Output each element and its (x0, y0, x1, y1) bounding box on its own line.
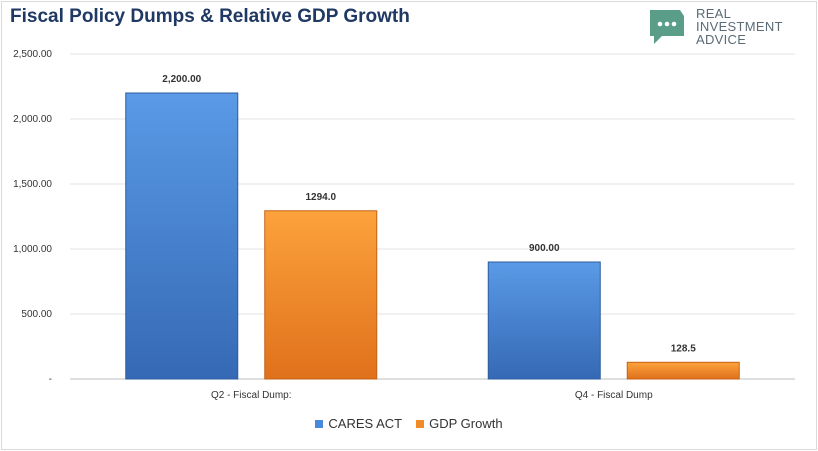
y-tick-label: 500.00 (21, 309, 52, 320)
legend-swatch (416, 419, 425, 428)
chart-title: Fiscal Policy Dumps & Relative GDP Growt… (10, 6, 410, 27)
data-label: 900.00 (529, 243, 560, 254)
logo-line: INVESTMENT (696, 19, 783, 34)
y-tick-label: 2,500.00 (13, 49, 52, 60)
logo-line: ADVICE (696, 32, 747, 47)
bar (626, 361, 740, 380)
data-label: 128.5 (671, 343, 696, 354)
y-tick-label: 1,500.00 (13, 179, 52, 190)
legend-label: GDP Growth (429, 416, 503, 431)
data-label: 2,200.00 (162, 74, 201, 85)
bar (264, 210, 378, 380)
x-tick-label: Q2 - Fiscal Dump: (211, 390, 292, 401)
legend-item-gdp-growth: GDP Growth (416, 416, 503, 431)
speech-bubble-dots-icon (650, 10, 684, 44)
y-tick-label: - (49, 374, 52, 385)
brand-logo: REAL INVESTMENT ADVICE (646, 6, 811, 50)
bar (125, 92, 239, 380)
legend: CARES ACT GDP Growth (0, 416, 818, 431)
legend-item-cares-act: CARES ACT (315, 416, 402, 431)
y-tick-label: 2,000.00 (13, 114, 52, 125)
legend-swatch (315, 419, 324, 428)
bar (487, 261, 601, 380)
data-label: 1294.0 (305, 192, 336, 203)
legend-label: CARES ACT (328, 416, 403, 431)
logo-line: REAL (696, 6, 732, 21)
logo-text: REAL INVESTMENT ADVICE (696, 7, 783, 46)
y-tick-label: 1,000.00 (13, 244, 52, 255)
x-tick-label: Q4 - Fiscal Dump (575, 390, 653, 401)
